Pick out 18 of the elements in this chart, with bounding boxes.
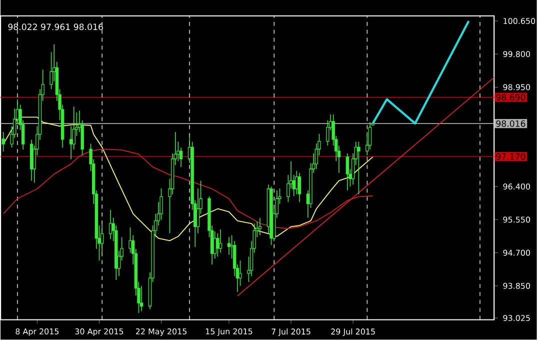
line-series — [2, 148, 374, 229]
ref-line-label: 97.170 — [496, 153, 526, 160]
ref-line-label: 98.016 — [496, 120, 526, 127]
ref-line-label: 98.690 — [496, 94, 526, 100]
candlestick — [346, 152, 350, 191]
candlestick — [238, 260, 242, 286]
candlestick — [140, 285, 144, 312]
candlestick — [357, 141, 360, 195]
candlestick — [69, 126, 73, 160]
candlestick — [128, 226, 132, 253]
candlestick — [258, 217, 262, 236]
candlestick — [218, 228, 222, 253]
candlestick — [227, 236, 231, 255]
candlestick — [2, 131, 5, 152]
annotation: 98.022 97.961 98.016 — [8, 23, 103, 30]
candlestick — [295, 170, 298, 195]
candlestick — [216, 232, 220, 257]
candlestick — [298, 172, 302, 202]
